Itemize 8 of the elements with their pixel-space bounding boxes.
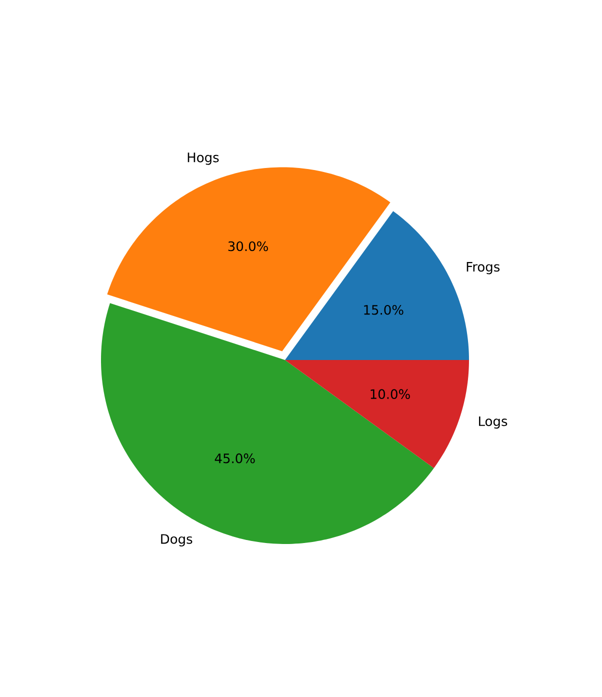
slice-label: Logs [479,416,508,429]
data-label: 45.0% [214,453,255,464]
data-label: 15.0% [364,304,404,315]
slice-label: Dogs [161,534,192,546]
data-label: 30.0% [228,241,268,252]
slice-label: Hogs [188,152,219,165]
data-label: 10.0% [370,389,410,400]
slice-label: Frogs [466,262,500,274]
